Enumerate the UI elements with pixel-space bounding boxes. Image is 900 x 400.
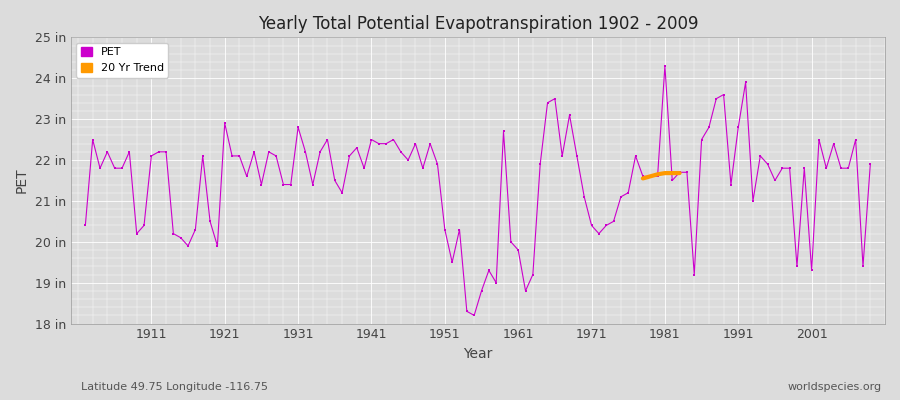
X-axis label: Year: Year [464, 347, 492, 361]
PET [660, 64, 670, 68]
Line: PET: PET [84, 64, 872, 317]
PET [160, 150, 171, 154]
Legend: PET, 20 Yr Trend: PET, 20 Yr Trend [76, 43, 168, 78]
PET [770, 178, 780, 183]
20 Yr Trend [674, 171, 685, 176]
Text: worldspecies.org: worldspecies.org [788, 382, 882, 392]
PET [469, 313, 480, 318]
20 Yr Trend [660, 171, 670, 176]
PET [204, 219, 215, 224]
Line: 20 Yr Trend: 20 Yr Trend [643, 173, 680, 178]
20 Yr Trend [667, 171, 678, 176]
PET [865, 162, 876, 166]
Title: Yearly Total Potential Evapotranspiration 1902 - 2009: Yearly Total Potential Evapotranspiratio… [257, 15, 698, 33]
Y-axis label: PET: PET [15, 168, 29, 193]
20 Yr Trend [644, 174, 655, 179]
PET [446, 260, 457, 265]
PET [80, 223, 91, 228]
20 Yr Trend [637, 176, 648, 181]
Text: Latitude 49.75 Longitude -116.75: Latitude 49.75 Longitude -116.75 [81, 382, 268, 392]
PET [718, 92, 729, 97]
20 Yr Trend [652, 172, 663, 177]
PET [784, 166, 795, 170]
